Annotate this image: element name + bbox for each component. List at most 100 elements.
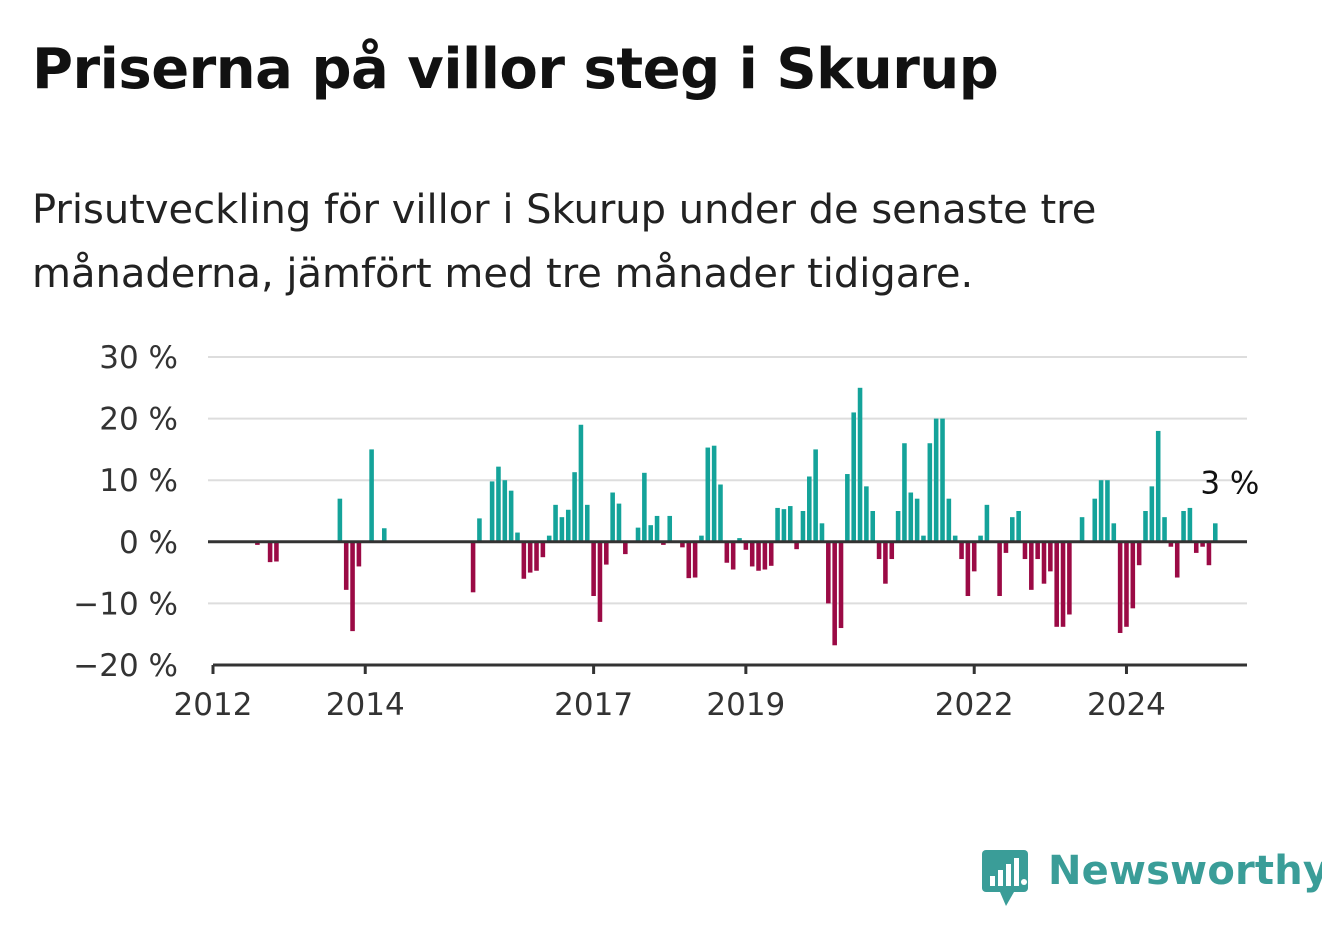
- bar: [623, 541, 628, 555]
- bar: [1029, 541, 1034, 590]
- bar: [654, 515, 660, 542]
- x-tick-label: 2019: [706, 687, 785, 723]
- bar: [807, 476, 812, 542]
- bar: [908, 492, 914, 542]
- bar: [902, 443, 907, 542]
- bar: [1010, 517, 1015, 542]
- bar: [749, 541, 755, 567]
- bar: [267, 541, 273, 563]
- bar: [876, 541, 882, 560]
- bar: [768, 541, 774, 566]
- bar: [1035, 541, 1040, 560]
- y-tick-label: −10 %: [73, 586, 178, 622]
- bar: [838, 541, 844, 629]
- bar: [381, 528, 387, 542]
- bar: [787, 506, 793, 542]
- bar: [946, 498, 952, 542]
- newsworthy-logo-icon: [982, 850, 1028, 906]
- bar: [800, 511, 806, 542]
- bar: [762, 541, 768, 570]
- x-tick-label: 2014: [326, 687, 405, 723]
- brand-name: Newsworthy: [1048, 848, 1322, 894]
- bar: [546, 535, 552, 542]
- bar: [870, 511, 876, 542]
- bar: [369, 449, 374, 542]
- bar: [781, 509, 787, 542]
- bar: [1003, 541, 1009, 553]
- bar: [642, 472, 647, 542]
- bar: [845, 474, 850, 542]
- bar: [1041, 541, 1047, 584]
- bar: [959, 541, 964, 560]
- bar: [921, 535, 926, 542]
- bar: [711, 445, 717, 542]
- bar: [343, 541, 349, 590]
- bar: [1155, 430, 1161, 542]
- bar: [965, 541, 971, 597]
- bar: [584, 504, 590, 542]
- bar: [255, 541, 260, 545]
- bar: [940, 418, 945, 542]
- bar: [604, 541, 609, 565]
- bar: [756, 541, 761, 571]
- bar: [667, 515, 673, 542]
- bar: [661, 541, 666, 545]
- bar: [1181, 511, 1186, 542]
- bar: [737, 538, 742, 542]
- end-value-label: 3 %: [1200, 465, 1259, 501]
- bar: [1124, 541, 1129, 627]
- bar: [1111, 523, 1117, 542]
- bar: [680, 541, 685, 548]
- bar: [1213, 523, 1218, 542]
- bar: [718, 484, 723, 542]
- bar: [1149, 486, 1155, 542]
- bar: [597, 541, 603, 622]
- bar: [730, 541, 736, 570]
- bar: [591, 541, 596, 597]
- bar: [616, 503, 622, 542]
- bar: [794, 541, 799, 550]
- chart-title: Priserna på villor steg i Skurup: [32, 37, 999, 102]
- bar: [350, 541, 355, 632]
- bar: [1060, 541, 1066, 627]
- bar: [648, 525, 653, 542]
- x-tick-label: 2024: [1087, 687, 1166, 723]
- bar: [477, 518, 482, 542]
- y-tick-label: 0 %: [119, 525, 178, 561]
- bar: [1200, 541, 1205, 547]
- bar: [502, 480, 508, 542]
- bar: [933, 418, 939, 542]
- bar: [1136, 541, 1142, 566]
- bar: [743, 541, 749, 550]
- bar: [515, 532, 520, 542]
- bar: [534, 541, 539, 571]
- x-tick-label: 2012: [174, 687, 253, 723]
- bar: [952, 535, 958, 542]
- bar: [1022, 541, 1028, 560]
- bar: [1016, 511, 1021, 542]
- bar-chart: 30 % 20 % 10 % 0 % −10 % −20 %2012 2014 2017 201…: [73, 340, 1259, 723]
- bar: [699, 535, 704, 542]
- bar: [496, 466, 501, 542]
- bar: [489, 481, 495, 542]
- bar: [851, 412, 856, 542]
- bar: [883, 541, 888, 584]
- bar: [1193, 541, 1199, 553]
- bar: [1174, 541, 1180, 578]
- bar: [1130, 541, 1136, 609]
- bar: [527, 541, 533, 573]
- bar: [1079, 517, 1085, 542]
- bar: [572, 472, 577, 542]
- bar: [540, 541, 546, 558]
- bar: [1105, 480, 1110, 542]
- bar: [895, 511, 901, 542]
- bar: [559, 517, 565, 542]
- bar: [857, 387, 863, 542]
- bar: [889, 541, 895, 560]
- bar: [508, 490, 514, 542]
- bar: [1162, 517, 1167, 542]
- y-tick-label: 20 %: [99, 402, 178, 438]
- bar: [1054, 541, 1059, 627]
- bar: [775, 507, 780, 542]
- bar: [470, 541, 476, 593]
